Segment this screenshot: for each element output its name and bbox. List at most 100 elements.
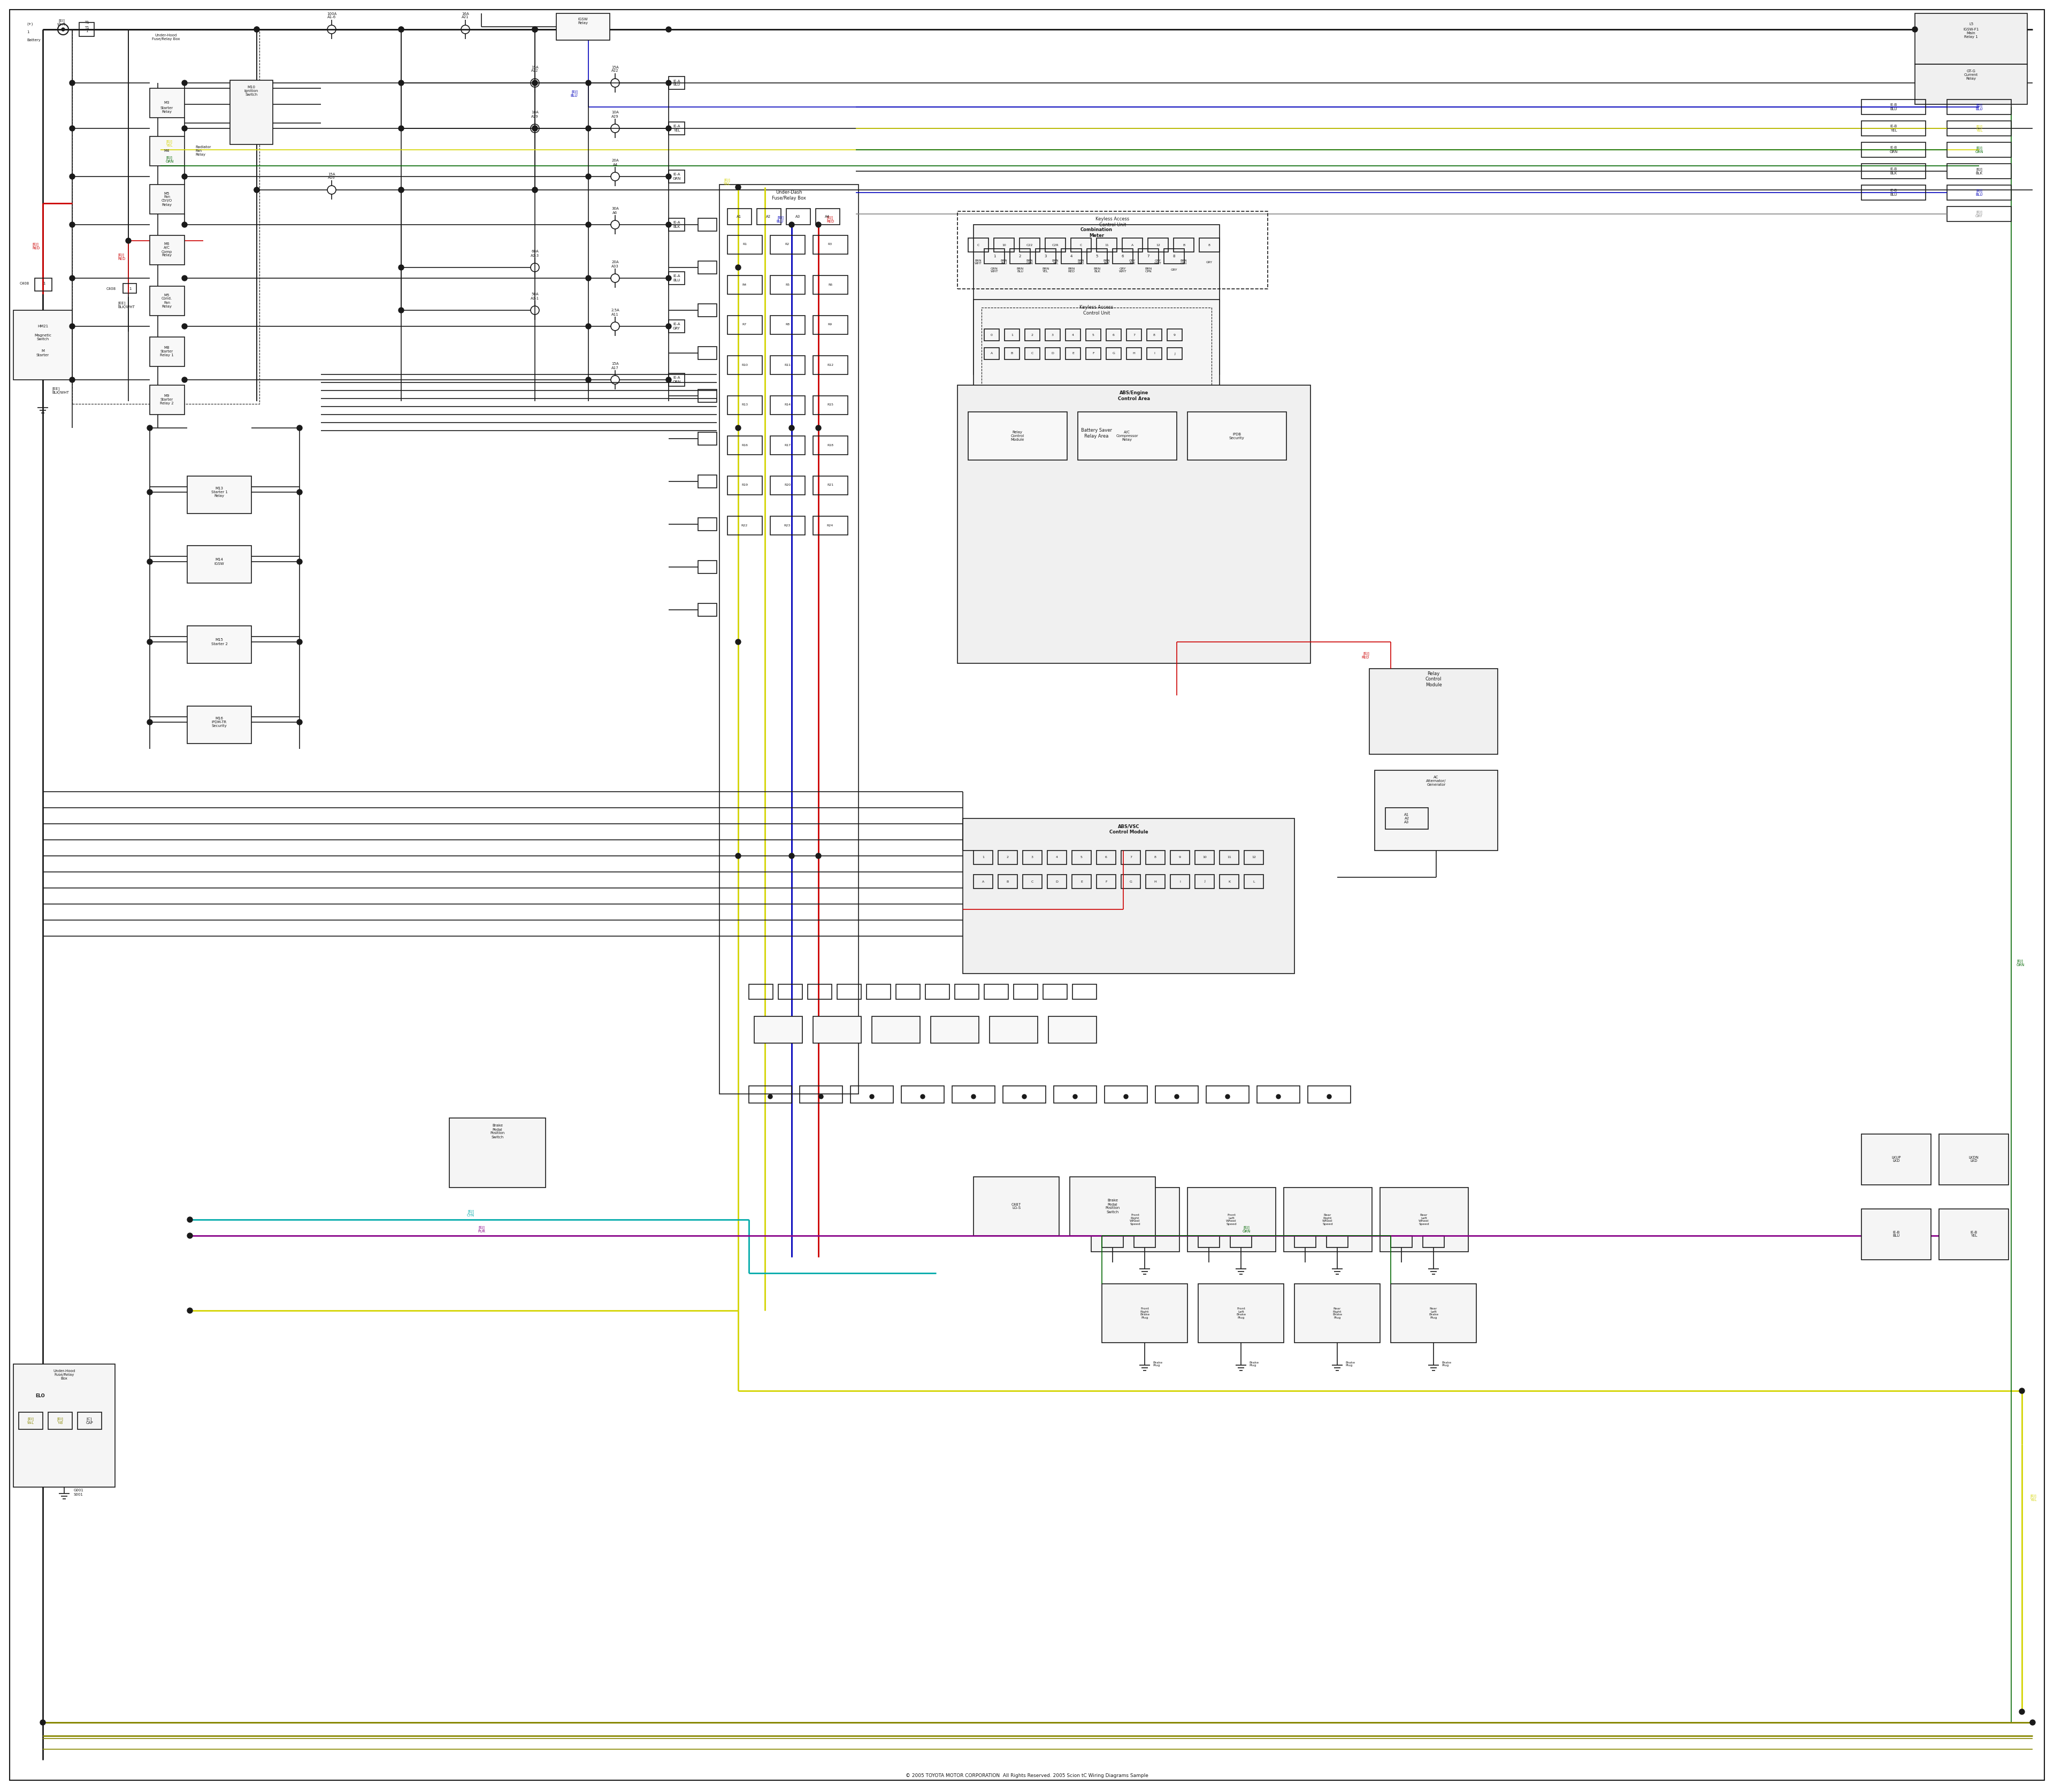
Text: Keyless Access
Control Unit: Keyless Access Control Unit: [1080, 305, 1113, 315]
Circle shape: [70, 324, 74, 330]
Circle shape: [585, 174, 592, 179]
Circle shape: [532, 186, 538, 192]
Bar: [770, 516, 805, 536]
Text: IE-A
BLU: IE-A BLU: [674, 79, 680, 86]
Bar: [896, 984, 920, 1000]
Circle shape: [585, 324, 592, 330]
Circle shape: [585, 276, 592, 281]
Bar: [813, 1016, 861, 1043]
Text: R3: R3: [828, 244, 832, 246]
Text: E: E: [1080, 880, 1082, 883]
Bar: [974, 299, 1220, 412]
Bar: [1947, 142, 2011, 158]
Circle shape: [735, 425, 741, 430]
Bar: [727, 315, 762, 335]
Bar: [1947, 120, 2011, 136]
Bar: [698, 262, 717, 274]
Bar: [807, 984, 832, 1000]
Bar: [727, 276, 762, 294]
Bar: [123, 283, 136, 294]
Circle shape: [789, 222, 795, 228]
Bar: [1220, 874, 1239, 889]
Bar: [813, 435, 848, 455]
Text: C22: C22: [1027, 244, 1033, 246]
Text: 4: 4: [1072, 333, 1074, 337]
Text: C: C: [978, 244, 980, 246]
Bar: [1087, 348, 1101, 360]
Bar: [1939, 1134, 2009, 1185]
Text: 100A
A1-6: 100A A1-6: [327, 13, 337, 20]
Bar: [953, 1086, 994, 1104]
Bar: [1072, 874, 1091, 889]
Bar: [770, 315, 805, 335]
Bar: [1200, 238, 1220, 253]
Bar: [1914, 65, 2027, 104]
Bar: [727, 477, 762, 495]
Circle shape: [532, 125, 538, 131]
Bar: [35, 278, 51, 290]
Bar: [813, 276, 848, 294]
Bar: [990, 1016, 1037, 1043]
Bar: [957, 211, 1267, 289]
Text: C487
LG-S: C487 LG-S: [1011, 1202, 1021, 1210]
Circle shape: [532, 27, 538, 32]
Text: [EJ]
YEL: [EJ] YEL: [2029, 1495, 2038, 1502]
Circle shape: [183, 324, 187, 330]
Text: Rear
Left
Brake
Plug: Rear Left Brake Plug: [1430, 1306, 1438, 1319]
Text: A: A: [1132, 244, 1134, 246]
Bar: [1025, 330, 1039, 340]
Bar: [1107, 348, 1121, 360]
Bar: [967, 238, 988, 253]
Text: IE-B
BLU: IE-B BLU: [1890, 190, 1898, 195]
Bar: [187, 625, 251, 663]
Bar: [1121, 851, 1140, 864]
Text: IPDB
Security: IPDB Security: [1228, 432, 1245, 439]
Circle shape: [532, 125, 538, 131]
Bar: [1308, 1086, 1352, 1104]
Text: [EJ]
RED: [EJ] RED: [1362, 652, 1370, 659]
Bar: [1035, 249, 1056, 263]
Circle shape: [70, 276, 74, 281]
Circle shape: [532, 81, 538, 86]
Text: LKUP
LKD: LKUP LKD: [1892, 1156, 1900, 1163]
Text: D: D: [1052, 353, 1054, 355]
Text: 60A
A2-3: 60A A2-3: [530, 251, 540, 256]
Text: IE-A
ORN: IE-A ORN: [672, 376, 680, 383]
Text: Front
Right
Wheel
Speed: Front Right Wheel Speed: [1130, 1213, 1140, 1226]
Text: [EE]
BLK/WHT: [EE] BLK/WHT: [51, 387, 70, 394]
Circle shape: [735, 185, 741, 190]
Text: R5: R5: [785, 283, 789, 287]
Circle shape: [665, 81, 672, 86]
Text: B: B: [1183, 244, 1185, 246]
Bar: [1025, 348, 1039, 360]
Circle shape: [298, 640, 302, 645]
Text: Brake
Pedal
Position
Switch: Brake Pedal Position Switch: [491, 1124, 505, 1138]
Text: R10: R10: [741, 364, 748, 366]
Text: 10A
A29: 10A A29: [532, 111, 538, 118]
Bar: [750, 1086, 791, 1104]
Bar: [967, 412, 1068, 461]
Text: [EJ]
GRN: [EJ] GRN: [2017, 959, 2025, 966]
Text: M5
Fan
Ctrl/O
Relay: M5 Fan Ctrl/O Relay: [162, 192, 173, 206]
Bar: [727, 208, 752, 224]
Circle shape: [398, 81, 405, 86]
Text: Brake
Plug: Brake Plug: [1345, 1362, 1356, 1367]
Text: IE-A
GRN: IE-A GRN: [672, 174, 680, 179]
Text: 1: 1: [43, 281, 45, 285]
Bar: [698, 518, 717, 530]
Bar: [984, 330, 998, 340]
Text: IGSW
Relay: IGSW Relay: [577, 18, 587, 25]
Text: G: G: [1113, 353, 1115, 355]
Text: [EJ]
GRN: [EJ] GRN: [1976, 147, 1984, 154]
Bar: [984, 984, 1009, 1000]
Circle shape: [183, 174, 187, 179]
Circle shape: [735, 853, 741, 858]
Text: BRN
YEL: BRN YEL: [1052, 260, 1058, 265]
Bar: [670, 321, 684, 333]
Text: R22: R22: [741, 523, 748, 527]
Circle shape: [735, 265, 741, 271]
Text: C408: C408: [107, 287, 117, 290]
Text: R16: R16: [741, 444, 748, 446]
Bar: [14, 1364, 115, 1487]
Bar: [72, 29, 259, 403]
